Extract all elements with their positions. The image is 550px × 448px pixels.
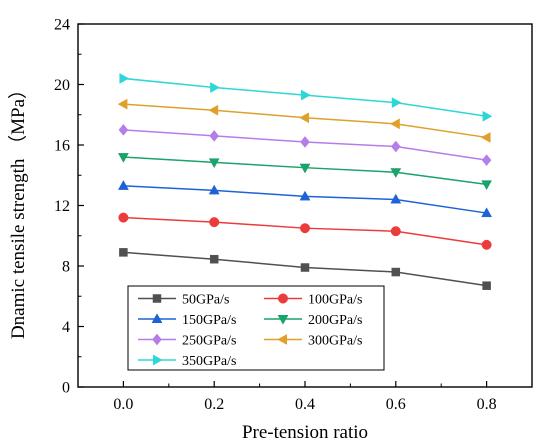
data-point xyxy=(481,180,493,191)
data-point xyxy=(299,190,311,201)
series-100GPa/s xyxy=(118,212,492,250)
legend-item: 100GPa/s xyxy=(264,293,362,308)
series-350GPa/s xyxy=(119,73,493,122)
y-tick-label: 12 xyxy=(54,198,70,215)
legend-marker xyxy=(151,313,163,323)
series-250GPa/s xyxy=(118,123,492,167)
legend-marker xyxy=(277,315,289,325)
data-point xyxy=(300,223,310,234)
data-point xyxy=(119,73,130,84)
plot-area-frame xyxy=(77,23,533,388)
legend: 50GPa/s 100GPa/s 150GPa/s 200GPa/s 250GPa/s 3… xyxy=(127,285,385,371)
data-point xyxy=(119,248,128,257)
data-point xyxy=(299,163,311,174)
legend-marker xyxy=(152,294,162,303)
y-tick-label: 24 xyxy=(54,17,70,34)
data-point xyxy=(391,267,401,277)
data-point xyxy=(391,97,402,109)
data-point xyxy=(118,123,129,136)
legend-item: 250GPa/s xyxy=(138,334,236,349)
legend-label: 300GPa/s xyxy=(308,334,362,349)
data-point xyxy=(117,98,128,110)
y-tick-label: 20 xyxy=(54,77,70,94)
legend-label: 200GPa/s xyxy=(308,313,362,328)
y-axis-ticks: 0 4 8 12 16 20 24 xyxy=(54,17,84,397)
data-point xyxy=(208,158,220,169)
data-point xyxy=(390,168,402,178)
legend-item: 350GPa/s xyxy=(138,354,236,369)
data-point xyxy=(300,263,310,272)
legend-marker xyxy=(152,333,162,346)
data-point xyxy=(299,112,309,124)
data-point xyxy=(301,89,311,101)
series-150GPa/s xyxy=(117,180,493,218)
legend-label: 350GPa/s xyxy=(182,354,236,369)
legend-marker xyxy=(153,354,163,366)
data-point xyxy=(210,82,220,93)
legend-label: 100GPa/s xyxy=(308,293,362,308)
x-tick-label: 0.2 xyxy=(204,396,224,413)
y-tick-label: 8 xyxy=(62,259,70,276)
legend-item: 300GPa/s xyxy=(264,334,362,349)
legend-box xyxy=(127,285,385,371)
x-axis-title: Pre-tension ratio xyxy=(242,422,368,443)
legend-label: 50GPa/s xyxy=(182,293,229,308)
legend-marker xyxy=(278,293,288,304)
data-point xyxy=(208,104,219,116)
data-point xyxy=(482,110,493,122)
x-tick-label: 0.4 xyxy=(295,396,315,413)
legend-label: 150GPa/s xyxy=(182,313,236,328)
y-tick-label: 16 xyxy=(54,138,70,155)
y-axis-title: Dnamic tensile strength （MPa） xyxy=(7,80,29,339)
data-point xyxy=(300,136,310,148)
data-point xyxy=(390,193,402,204)
data-point xyxy=(481,239,492,250)
data-point xyxy=(209,217,220,228)
data-point xyxy=(390,226,401,237)
data-point xyxy=(480,132,491,143)
data-point xyxy=(117,180,129,190)
y-tick-label: 4 xyxy=(62,319,70,336)
data-point xyxy=(209,254,219,264)
x-axis-ticks: 0.0 0.2 0.4 0.6 0.8 xyxy=(113,381,497,413)
legend-marker xyxy=(277,334,287,345)
x-tick-label: 0.6 xyxy=(386,396,406,413)
x-tick-label: 0.0 xyxy=(113,396,133,413)
data-point xyxy=(209,130,220,142)
data-point xyxy=(118,212,129,223)
series-50GPa/s xyxy=(119,248,491,290)
series-300GPa/s xyxy=(117,98,491,143)
data-point xyxy=(208,184,220,195)
data-point xyxy=(117,153,129,163)
legend-label: 250GPa/s xyxy=(182,334,236,349)
x-tick-label: 0.8 xyxy=(477,396,497,413)
data-point xyxy=(390,140,401,153)
legend-item: 200GPa/s xyxy=(264,313,362,328)
y-tick-label: 0 xyxy=(62,380,70,397)
data-point xyxy=(482,281,491,290)
data-point xyxy=(481,154,492,167)
series-200GPa/s xyxy=(117,153,493,191)
legend-item: 50GPa/s xyxy=(138,293,229,308)
legend-item: 150GPa/s xyxy=(138,313,236,328)
series-layer xyxy=(117,73,493,290)
data-point xyxy=(390,118,400,130)
data-point xyxy=(481,207,493,218)
